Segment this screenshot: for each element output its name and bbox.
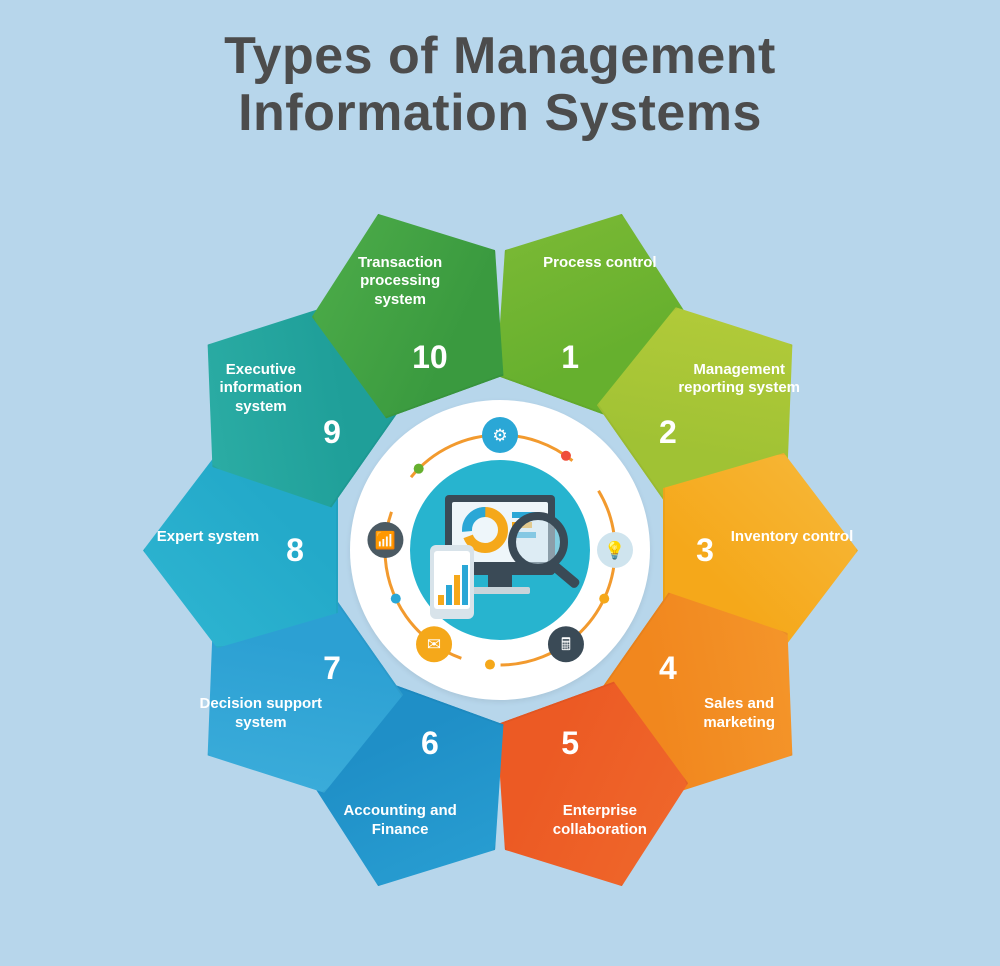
orbit-dot (391, 594, 401, 604)
orbit-dot (414, 464, 424, 474)
orbit-dot (599, 594, 609, 604)
orbit-dot (485, 660, 495, 670)
center-illustration: ⚙ 💡 🖩 ✉ 📶 (350, 400, 650, 700)
wifi-icon: 📶 (367, 522, 403, 558)
svg-text:📶: 📶 (375, 530, 396, 550)
orbit-dot (561, 451, 571, 461)
wheel-segment: 10Transaction processing system (314, 208, 509, 403)
page-title: Types of Management Information Systems (0, 0, 1000, 142)
svg-text:💡: 💡 (604, 540, 625, 560)
svg-text:⚙: ⚙ (492, 426, 507, 445)
calc-icon: 🖩 (548, 626, 584, 662)
bulb-icon: 💡 (597, 532, 633, 568)
mail-icon: ✉ (416, 626, 452, 662)
wheel-stage: 1Process control2Management reporting sy… (0, 180, 1000, 960)
title-line1: Types of Management (224, 27, 776, 85)
svg-text:✉: ✉ (427, 635, 441, 654)
title-line2: Information Systems (238, 84, 762, 142)
wheel-segment: 5Enterprise collaboration (491, 697, 686, 892)
svg-text:🖩: 🖩 (561, 635, 571, 654)
center-disc: ⚙ 💡 🖩 ✉ 📶 (350, 400, 650, 700)
segment-shape (286, 181, 536, 431)
gears-icon: ⚙ (482, 417, 518, 453)
